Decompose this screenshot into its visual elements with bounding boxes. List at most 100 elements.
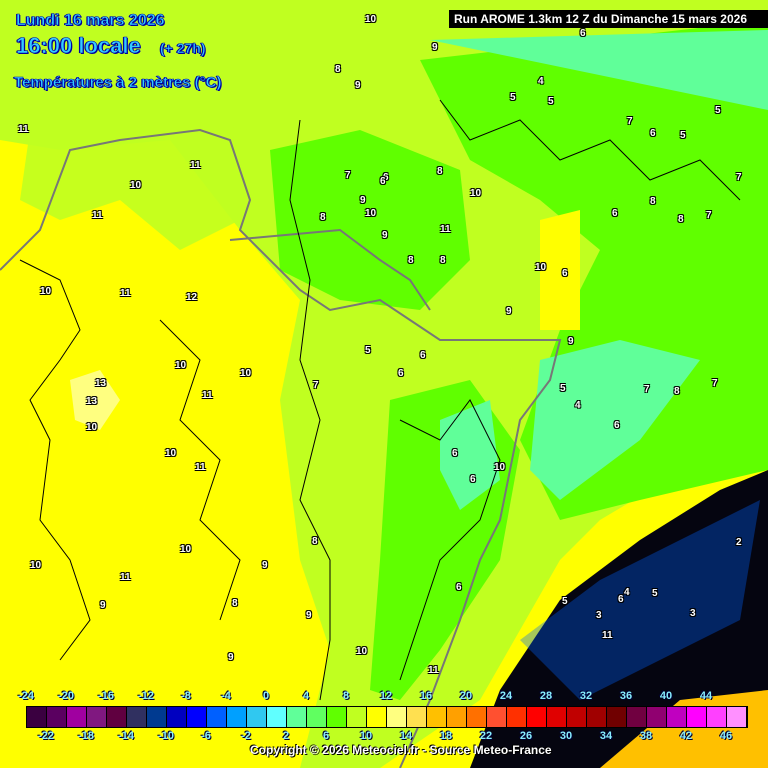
legend-tick-label: 24 xyxy=(499,690,513,702)
legend-tick-label: 44 xyxy=(699,690,713,702)
legend-tick-label: 40 xyxy=(659,690,673,702)
temperature-label: 6 xyxy=(380,176,386,187)
temperature-label: 10 xyxy=(165,448,177,459)
field-title: Températures à 2 mètres (°C) xyxy=(14,74,222,92)
legend-swatch xyxy=(207,707,227,727)
temperature-label: 7 xyxy=(627,116,633,127)
copyright: Copyright © 2026 Meteociel.fr - Source M… xyxy=(250,743,552,757)
temperature-label: 8 xyxy=(440,255,446,266)
legend-tick-label: -16 xyxy=(98,690,114,702)
legend-swatch xyxy=(527,707,547,727)
legend-tick-label: -10 xyxy=(158,730,174,742)
legend-tick-label: 4 xyxy=(302,690,310,702)
temperature-label: 10 xyxy=(86,422,98,433)
legend-tick-label: 36 xyxy=(619,690,633,702)
legend-swatch xyxy=(47,707,67,727)
legend-tick-label: 18 xyxy=(439,730,453,742)
temperature-label: 9 xyxy=(306,610,312,621)
temperature-label: 6 xyxy=(562,268,568,279)
temperature-label: 7 xyxy=(736,172,742,183)
legend-tick-label: 38 xyxy=(639,730,653,742)
temperature-label: 10 xyxy=(40,286,52,297)
legend-swatch xyxy=(407,707,427,727)
temperature-label: 8 xyxy=(650,196,656,207)
legend-tick-label: 22 xyxy=(479,730,493,742)
forecast-time: 16:00 locale xyxy=(16,33,141,59)
temperature-label: 7 xyxy=(706,210,712,221)
legend-tick-label: 10 xyxy=(359,730,373,742)
temperature-label: 10 xyxy=(356,646,368,657)
legend-tick-label: -18 xyxy=(78,730,94,742)
legend-swatch xyxy=(687,707,707,727)
legend-swatch xyxy=(667,707,687,727)
legend-tick-label: 30 xyxy=(559,730,573,742)
temperature-label: 5 xyxy=(365,345,371,356)
region-alps-speckles xyxy=(520,500,760,700)
legend-swatch xyxy=(27,707,47,727)
legend-tick-label: 0 xyxy=(262,690,270,702)
legend-swatch xyxy=(547,707,567,727)
temperature-label: 9 xyxy=(360,195,366,206)
region-yellowgreen-west xyxy=(20,110,260,250)
legend-swatch xyxy=(727,707,747,727)
temperature-label: 10 xyxy=(470,188,482,199)
legend-swatch xyxy=(187,707,207,727)
region-green-center xyxy=(270,130,470,310)
temperature-label: 6 xyxy=(452,448,458,459)
temperature-label: 4 xyxy=(575,400,581,411)
forecast-offset: (+ 27h) xyxy=(160,40,206,57)
temperature-label: 6 xyxy=(398,368,404,379)
legend-swatch xyxy=(387,707,407,727)
legend-tick-label: -22 xyxy=(38,730,54,742)
region-warm-patch xyxy=(70,370,120,430)
temperature-label: 10 xyxy=(240,368,252,379)
temperature-label: 11 xyxy=(120,288,131,299)
temperature-label: 6 xyxy=(650,128,656,139)
temperature-label: 9 xyxy=(382,230,388,241)
legend-tick-label: -14 xyxy=(118,730,134,742)
temperature-label: 11 xyxy=(195,462,206,473)
region-cool-northeast xyxy=(430,30,768,700)
temperature-label: 10 xyxy=(180,544,192,555)
legend-swatch xyxy=(67,707,87,727)
legend-swatch xyxy=(447,707,467,727)
temperature-label: 11 xyxy=(440,224,451,235)
temperature-label: 6 xyxy=(618,594,624,605)
temperature-label: 10 xyxy=(30,560,42,571)
temperature-label: 7 xyxy=(345,170,351,181)
temperature-label: 5 xyxy=(680,130,686,141)
temperature-label: 5 xyxy=(652,588,658,599)
legend-swatch xyxy=(367,707,387,727)
region-cool-jura xyxy=(530,340,700,500)
temperature-label: 6 xyxy=(456,582,462,593)
temperature-label: 12 xyxy=(186,292,198,303)
forecast-date: Lundi 16 mars 2026 xyxy=(16,12,165,30)
legend-tick-label: -12 xyxy=(138,690,154,702)
temperature-label: 10 xyxy=(494,462,506,473)
temperature-label: 11 xyxy=(18,124,29,135)
legend-tick-label: 34 xyxy=(599,730,613,742)
temperature-label: 11 xyxy=(202,390,213,401)
temperature-label: 5 xyxy=(510,92,516,103)
temperature-label: 6 xyxy=(470,474,476,485)
temperature-label: 13 xyxy=(95,378,107,389)
legend-swatch xyxy=(647,707,667,727)
region-green-east xyxy=(420,20,768,520)
temperature-label: 9 xyxy=(432,42,438,53)
temperature-label: 10 xyxy=(130,180,142,191)
legend-swatch xyxy=(347,707,367,727)
legend-tick-label: 28 xyxy=(539,690,553,702)
contours xyxy=(19,99,741,701)
legend-swatch xyxy=(287,707,307,727)
temperature-label: 9 xyxy=(100,600,106,611)
temperature-label: 8 xyxy=(437,166,443,177)
legend-tick-label: -4 xyxy=(221,690,231,702)
legend-tick-label: 8 xyxy=(342,690,350,702)
temperature-label: 11 xyxy=(120,572,131,583)
legend-swatch xyxy=(467,707,487,727)
temperature-label: 4 xyxy=(538,76,544,87)
legend-swatch xyxy=(127,707,147,727)
legend-tick-label: 14 xyxy=(399,730,413,742)
temperature-label: 3 xyxy=(690,608,696,619)
legend-swatch xyxy=(147,707,167,727)
